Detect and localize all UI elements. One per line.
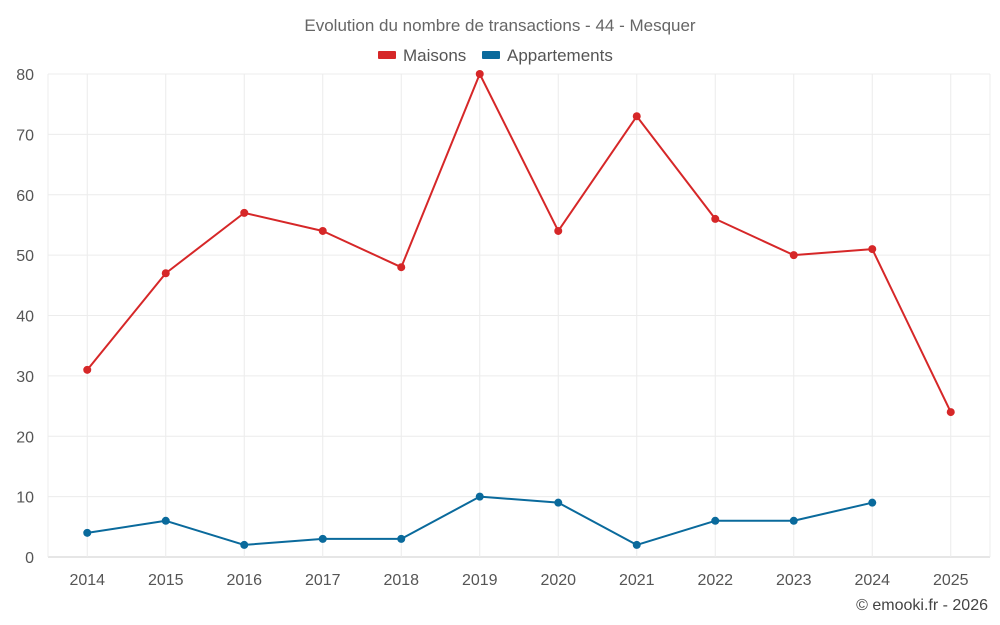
credit-text: © emooki.fr - 2026 [856, 597, 988, 614]
data-point-appartements-2016[interactable] [240, 540, 249, 549]
legend-swatch-appartements [482, 51, 500, 59]
data-point-maisons-2014[interactable] [83, 365, 92, 374]
x-tick-label: 2015 [148, 572, 184, 589]
data-point-maisons-2020[interactable] [554, 226, 563, 235]
y-tick-label: 50 [16, 248, 34, 265]
legend-label-appartements: Appartements [507, 46, 613, 65]
data-point-maisons-2022[interactable] [711, 214, 720, 223]
x-tick-label: 2024 [854, 572, 890, 589]
data-point-appartements-2018[interactable] [397, 534, 406, 543]
legend-label-maisons: Maisons [403, 46, 466, 65]
data-point-maisons-2018[interactable] [397, 263, 406, 272]
x-tick-label: 2017 [305, 572, 341, 589]
x-tick-label: 2014 [69, 572, 105, 589]
y-tick-label: 10 [16, 490, 34, 507]
data-point-maisons-2023[interactable] [789, 251, 798, 260]
data-point-maisons-2025[interactable] [946, 408, 955, 417]
grid [47, 73, 991, 558]
data-point-appartements-2014[interactable] [83, 528, 92, 537]
data-point-maisons-2021[interactable] [632, 112, 641, 121]
data-point-appartements-2024[interactable] [868, 498, 877, 507]
data-point-maisons-2015[interactable] [161, 269, 170, 278]
data-point-appartements-2023[interactable] [789, 516, 798, 525]
data-point-maisons-2024[interactable] [868, 245, 877, 254]
x-tick-label: 2019 [462, 572, 498, 589]
data-point-maisons-2016[interactable] [240, 208, 249, 217]
x-tick-label: 2018 [383, 572, 419, 589]
x-tick-label: 2020 [540, 572, 576, 589]
legend: Maisons Appartements [378, 46, 613, 65]
series-layer [83, 70, 955, 549]
legend-swatch-maisons [378, 51, 396, 59]
y-tick-label: 20 [16, 429, 34, 446]
x-tick-label: 2025 [933, 572, 969, 589]
chart-title: Evolution du nombre de transactions - 44… [304, 16, 696, 35]
legend-item-appartements[interactable]: Appartements [482, 46, 613, 65]
series-line-maisons [86, 73, 952, 413]
y-tick-label: 80 [16, 67, 34, 84]
y-tick-label: 40 [16, 309, 34, 326]
data-point-appartements-2019[interactable] [475, 492, 484, 501]
x-tick-label: 2023 [776, 572, 812, 589]
legend-item-maisons[interactable]: Maisons [378, 46, 466, 65]
x-tick-label: 2022 [697, 572, 733, 589]
y-tick-label: 70 [16, 127, 34, 144]
x-tick-label: 2016 [226, 572, 262, 589]
data-point-appartements-2017[interactable] [318, 534, 327, 543]
data-point-appartements-2015[interactable] [161, 516, 170, 525]
data-point-appartements-2020[interactable] [554, 498, 563, 507]
y-tick-label: 0 [25, 550, 34, 567]
axes: 0 10 20 30 40 50 60 70 80 2014 2015 2016 2017 2018 201… [16, 67, 968, 589]
x-tick-label: 2021 [619, 572, 655, 589]
y-tick-label: 60 [16, 188, 34, 205]
data-point-maisons-2019[interactable] [475, 70, 484, 78]
y-tick-label: 30 [16, 369, 34, 386]
data-point-maisons-2017[interactable] [318, 226, 327, 235]
data-point-appartements-2022[interactable] [711, 516, 720, 525]
data-point-appartements-2021[interactable] [632, 540, 641, 549]
